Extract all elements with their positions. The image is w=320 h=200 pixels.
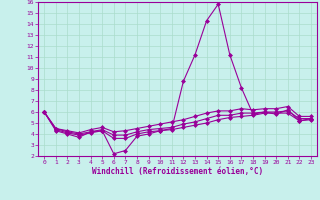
X-axis label: Windchill (Refroidissement éolien,°C): Windchill (Refroidissement éolien,°C) <box>92 167 263 176</box>
